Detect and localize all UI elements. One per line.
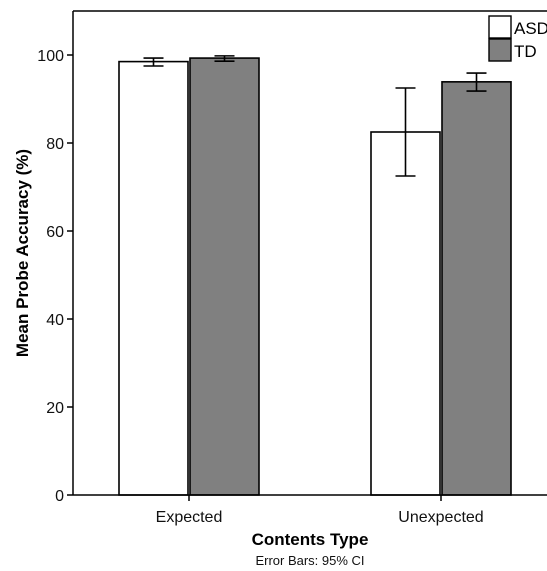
y-tick-label-20: 20: [46, 400, 64, 417]
bar-asd-expected: [118, 60, 189, 496]
plot-area: [118, 55, 512, 496]
y-tick-label-80: 80: [46, 136, 64, 153]
x-axis-title: Contents Type: [252, 530, 369, 549]
y-axis-title: Mean Probe Accuracy (%): [13, 149, 32, 357]
y-tick-label-60: 60: [46, 224, 64, 241]
axes: 0 20 40 60 80 100 Expected Unexpected: [37, 10, 547, 526]
y-tick-label-100: 100: [37, 48, 64, 65]
y-tick-label-40: 40: [46, 312, 64, 329]
legend-label-asd: ASD: [514, 19, 547, 38]
x-tick-label-expected: Expected: [156, 509, 223, 526]
bar-td-expected: [189, 57, 260, 496]
legend-swatch-asd: [488, 15, 512, 39]
error-bar-caption: Error Bars: 95% CI: [255, 553, 364, 568]
bar-td-unexpected: [441, 81, 512, 496]
legend: ASD TD: [488, 15, 547, 62]
y-tick-label-0: 0: [55, 488, 64, 505]
bar-asd-unexpected: [370, 131, 441, 496]
legend-label-td: TD: [514, 42, 537, 61]
x-tick-label-unexpected: Unexpected: [398, 509, 483, 526]
legend-swatch-td: [488, 38, 512, 62]
